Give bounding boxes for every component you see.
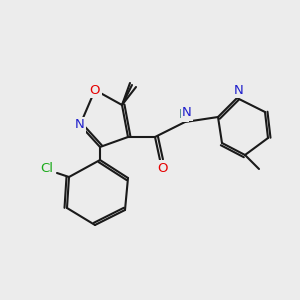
Text: O: O: [157, 161, 167, 175]
Text: H: H: [178, 107, 188, 121]
Text: N: N: [234, 83, 244, 97]
Text: O: O: [90, 83, 100, 97]
Text: Cl: Cl: [40, 163, 53, 176]
Text: N: N: [182, 106, 192, 119]
Text: N: N: [75, 118, 85, 131]
